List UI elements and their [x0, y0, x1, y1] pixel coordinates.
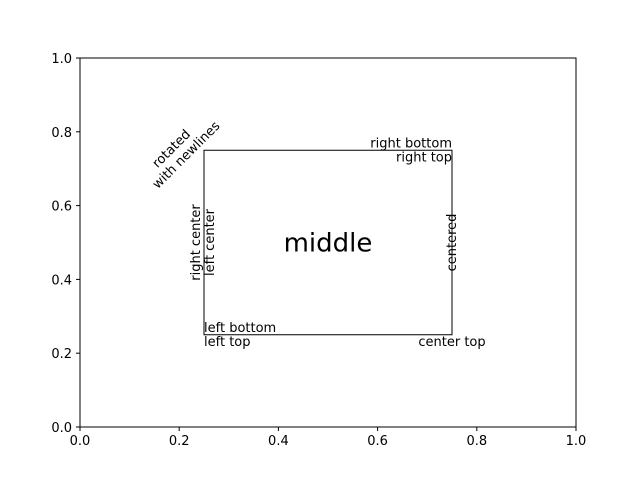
annotation-left-center: left center: [203, 208, 218, 276]
axes-frame: [79, 57, 577, 428]
y-tick-label: 1.0: [51, 52, 72, 67]
x-tick-label: 0.8: [466, 434, 487, 449]
annotation-left-top: left top: [204, 335, 251, 350]
x-tick-label: 0.0: [70, 434, 91, 449]
x-tick-label: 1.0: [566, 434, 587, 449]
x-tick-label: 0.4: [268, 434, 289, 449]
annotation-right-top: right top: [396, 150, 452, 165]
annotation-center-top: center top: [418, 335, 485, 350]
annotation-right-bottom: right bottom: [370, 136, 452, 151]
annotation-left-bottom: left bottom: [204, 321, 276, 336]
x-tick-label: 0.6: [367, 434, 388, 449]
y-tick-label: 0.8: [51, 126, 72, 141]
annotation-right-center: right center: [189, 204, 204, 281]
annotation-centered: centered: [445, 214, 460, 272]
annotation-rectangle: [203, 149, 453, 336]
y-tick-label: 0.0: [51, 421, 72, 436]
y-tick-label: 0.6: [51, 200, 72, 215]
annotation-middle: middle: [284, 229, 373, 259]
x-tick-label: 0.2: [169, 434, 190, 449]
y-tick-label: 0.2: [51, 347, 72, 362]
y-tick-label: 0.4: [51, 273, 72, 288]
